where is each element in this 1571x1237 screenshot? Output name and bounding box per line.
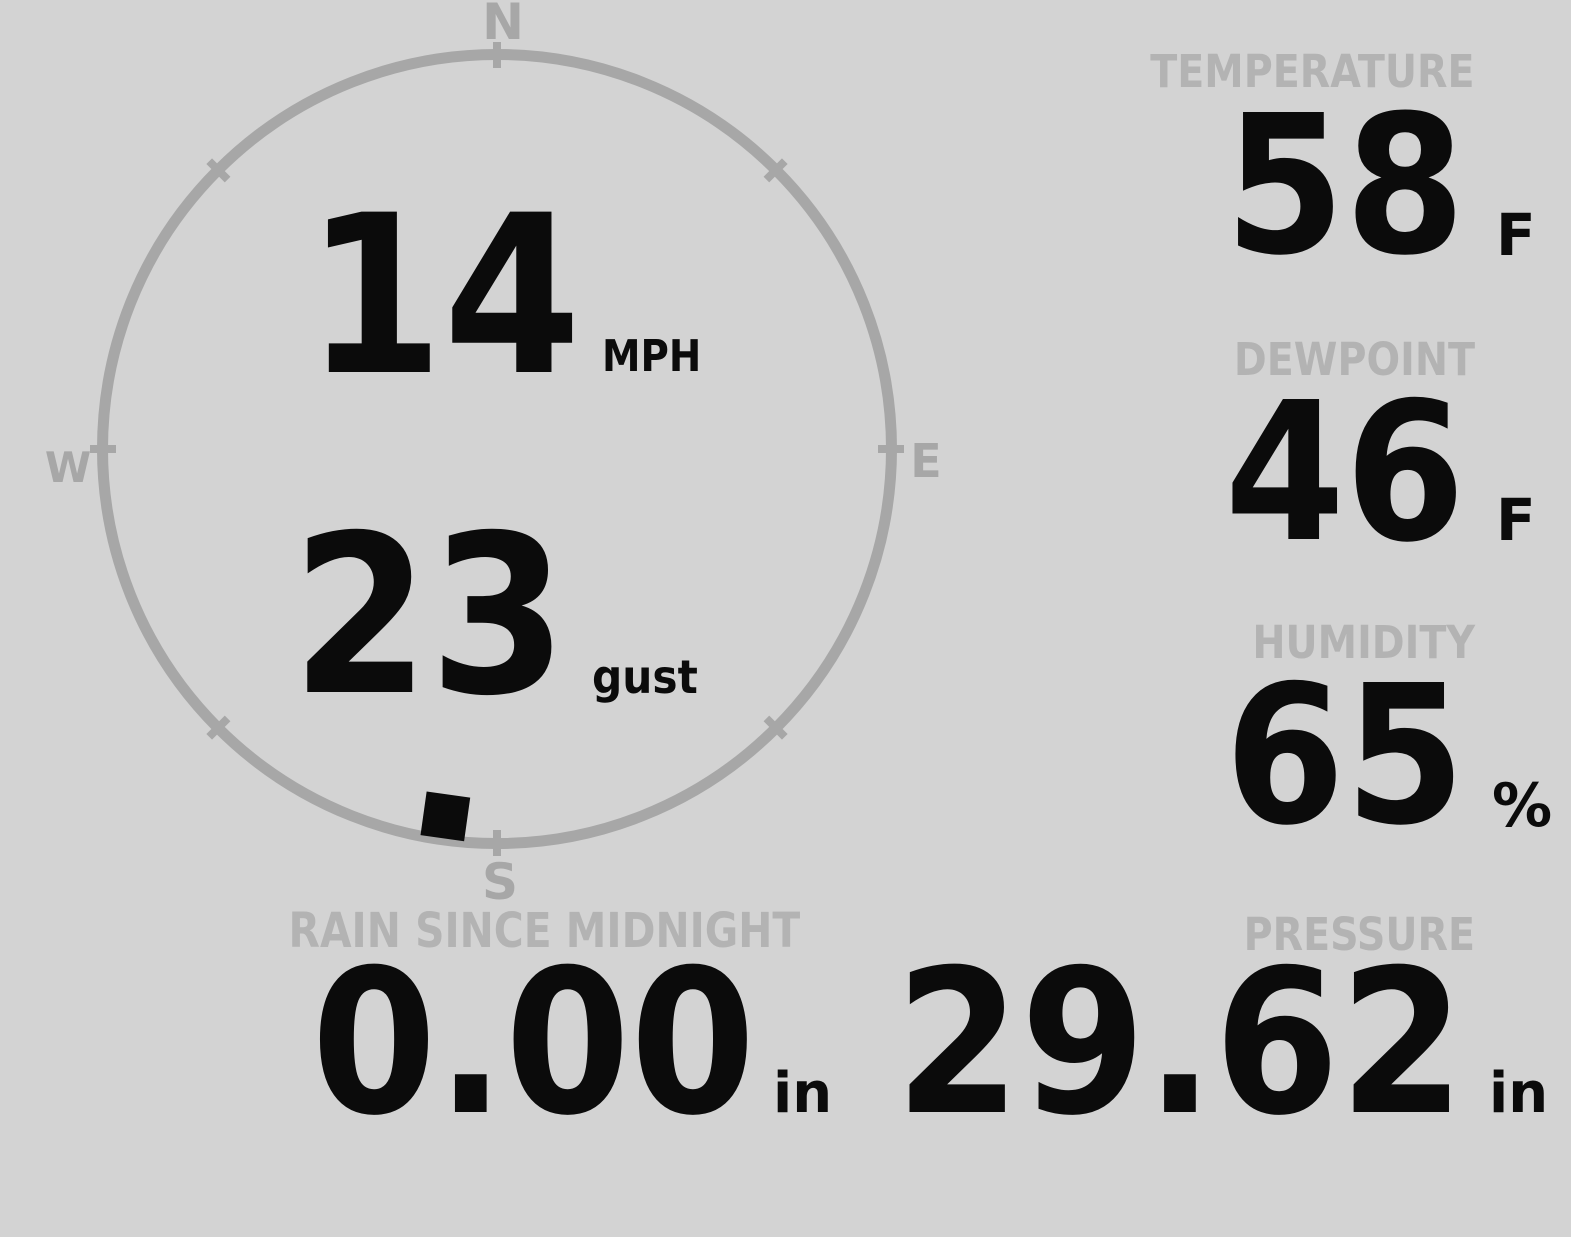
humidity-unit: % [1492,771,1553,841]
humidity-value: 65 [1224,645,1465,868]
wind-speed-value: 14 [305,168,581,424]
compass-tick [493,42,501,68]
pressure-unit: in [1489,1061,1549,1126]
compass-label-south: S [481,853,518,911]
dewpoint-label: DEWPOINT [1233,333,1475,386]
compass-label-north: N [482,0,524,51]
temperature-label: TEMPERATURE [1150,45,1475,98]
compass-label-west: W [44,443,92,492]
humidity-label: HUMIDITY [1252,616,1475,669]
compass-label-east: E [910,434,942,488]
wind-gust-value: 23 [291,488,567,744]
wind-direction-marker [420,791,471,842]
rain-since-midnight-unit: in [773,1061,833,1126]
pressure-label: PRESSURE [1243,908,1475,961]
pressure-value: 29.62 [895,927,1465,1160]
temperature-unit: F [1496,201,1536,269]
wind-gust-label: gust [592,650,698,704]
dewpoint-unit: F [1496,486,1536,554]
rain-since-midnight-label: RAIN SINCE MIDNIGHT [288,903,801,959]
temperature-value: 58 [1224,75,1465,298]
rain-since-midnight-value: 0.00 [310,927,755,1160]
dewpoint-value: 46 [1224,362,1465,585]
wind-speed-unit: MPH [602,331,702,382]
